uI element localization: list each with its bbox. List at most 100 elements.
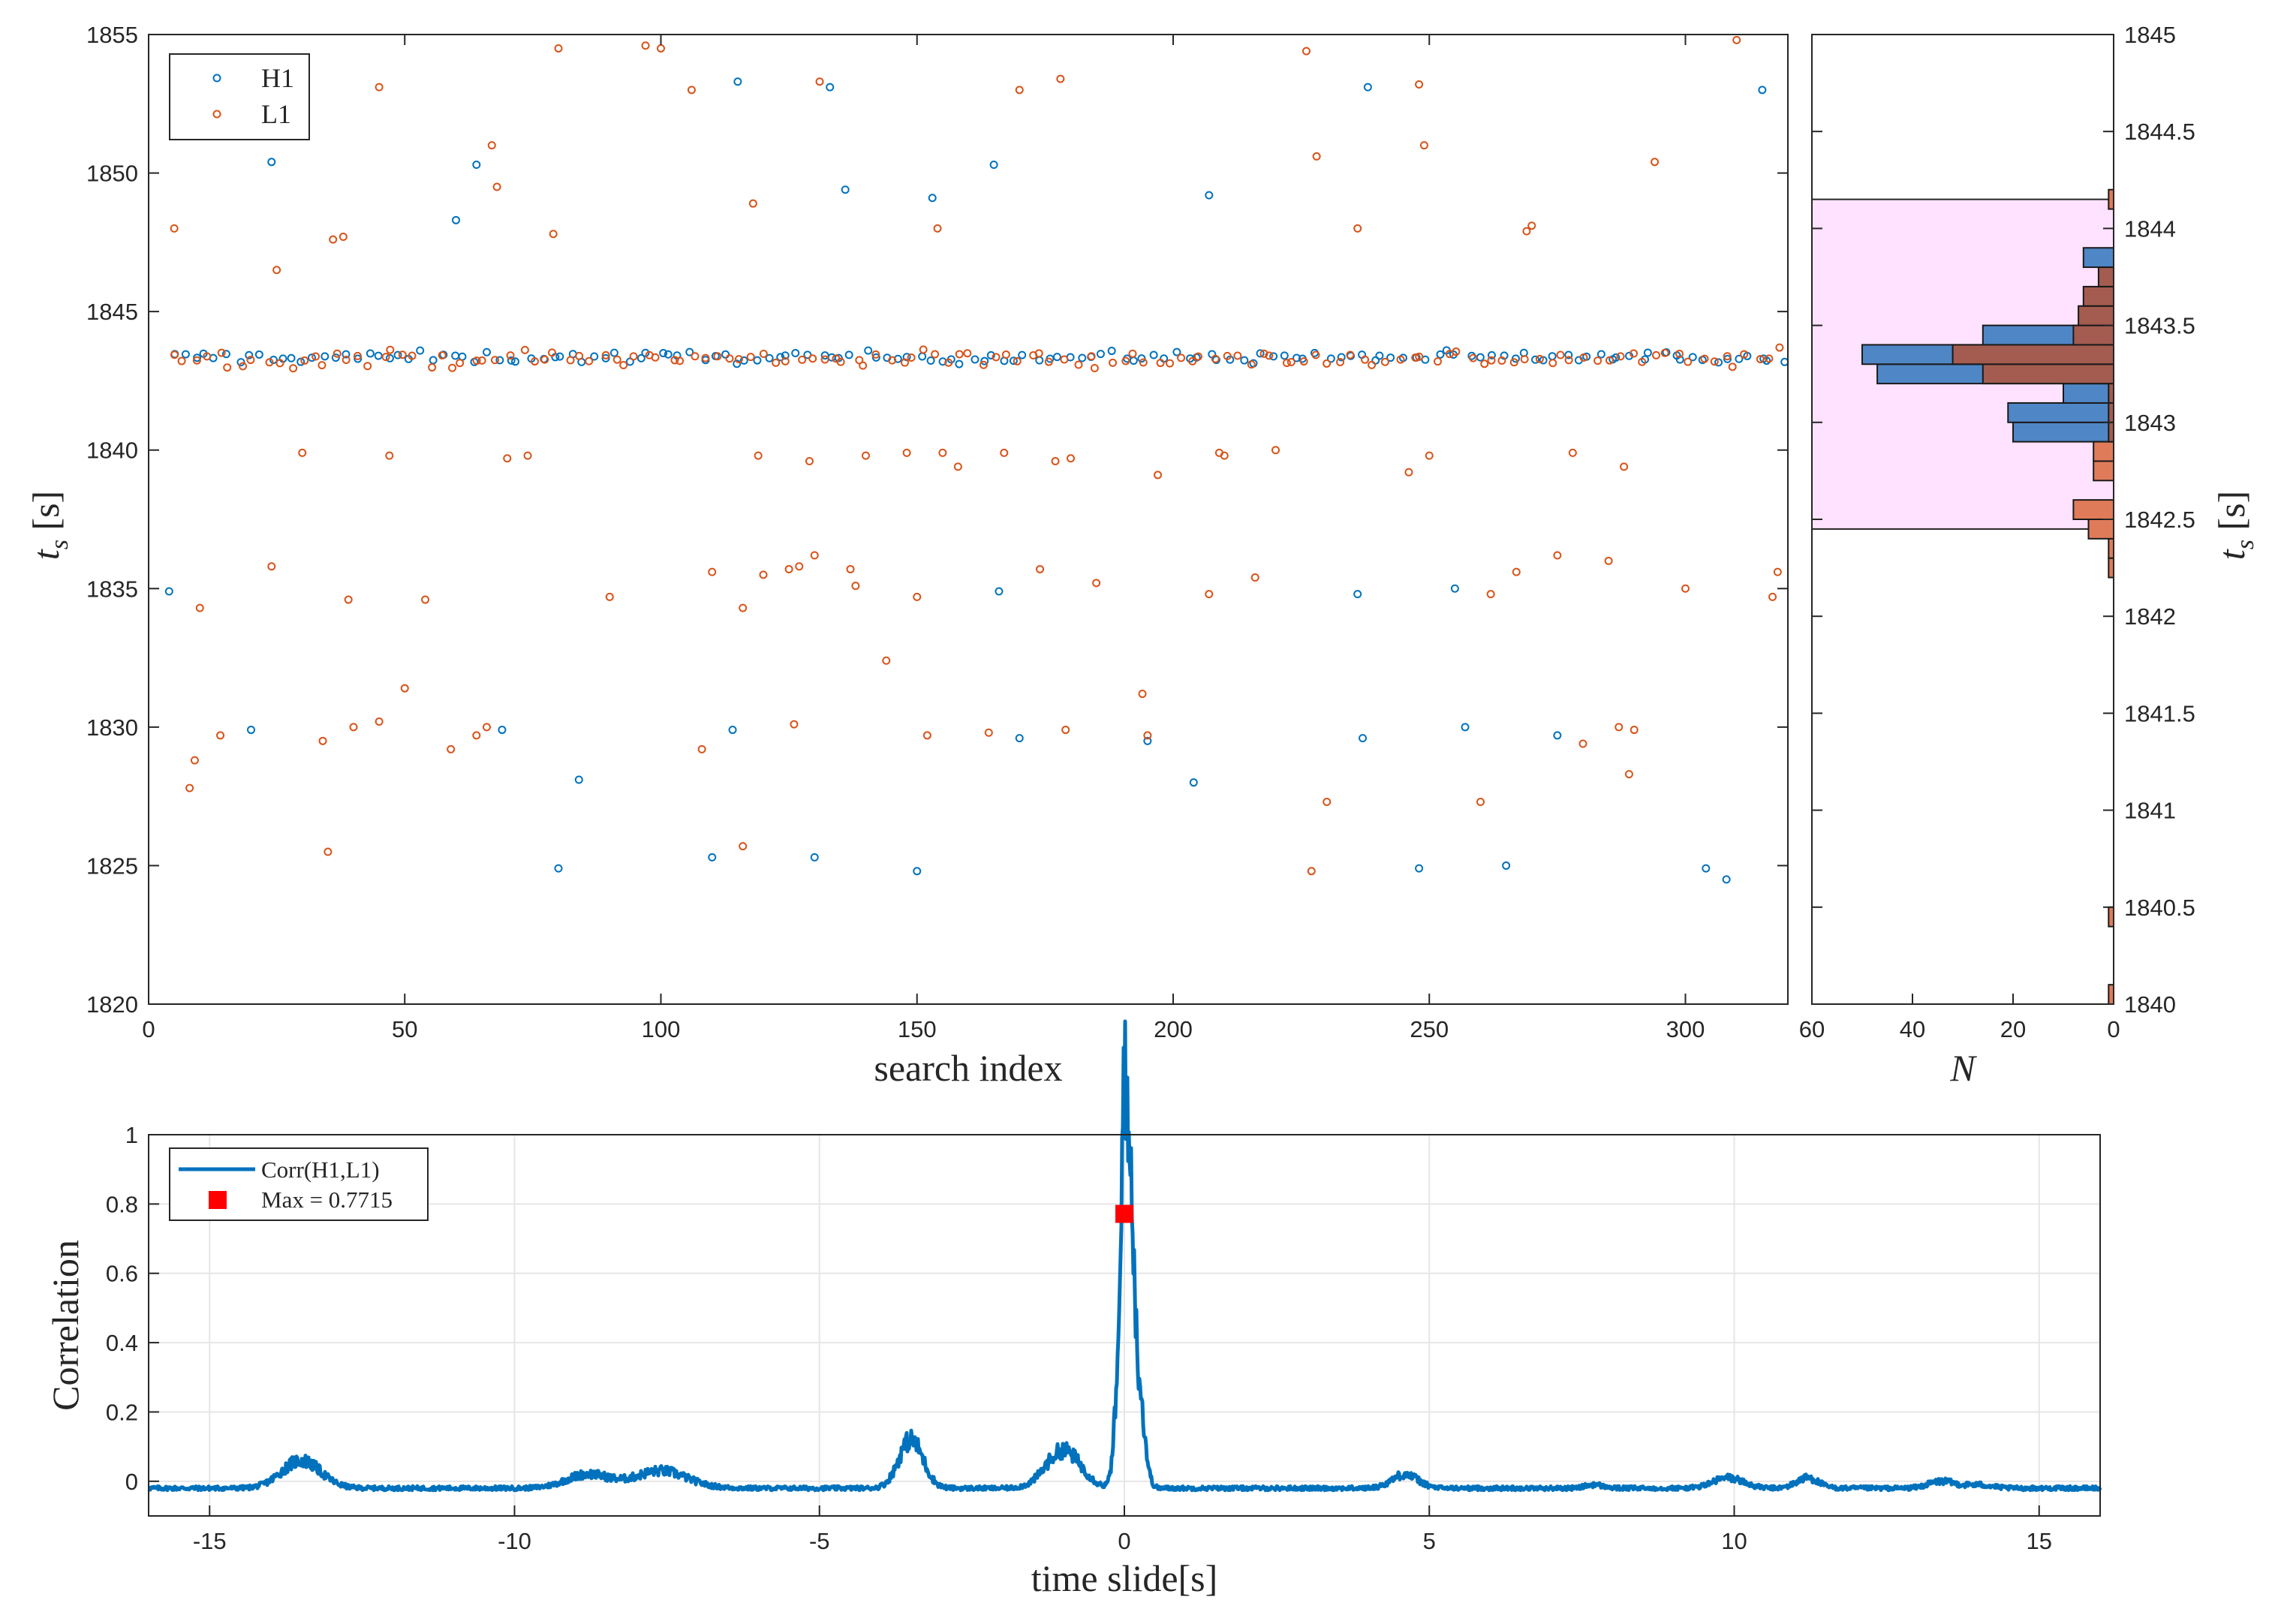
legend-l1-marker-icon (212, 110, 221, 119)
scatter-point-l1 (472, 731, 481, 740)
correlation-y-axis-label: Correlation (44, 1240, 86, 1411)
scatter-point-l1 (447, 744, 456, 753)
scatter-point-l1 (859, 361, 868, 370)
scatter-point-h1 (1240, 356, 1249, 365)
scatter-point-l1 (329, 235, 338, 244)
scatter-point-l1 (1139, 358, 1148, 367)
histogram-bar-l1 (2097, 266, 2114, 287)
scatter-point-h1 (1450, 584, 1459, 593)
scatter-point-l1 (641, 41, 650, 50)
scatter-point-l1 (1223, 351, 1232, 360)
scatter-point-h1 (555, 352, 564, 361)
scatter-point-h1 (236, 358, 245, 367)
scatter-point-h1 (609, 348, 618, 357)
scatter-point-l1 (1087, 352, 1096, 361)
scatter-point-l1 (1286, 358, 1295, 367)
scatter-point-l1 (1312, 152, 1321, 161)
scatter-point-l1 (549, 230, 558, 239)
scatter-point-h1 (1502, 861, 1511, 870)
scatter-point-h1 (926, 356, 935, 365)
scatter-point-h1 (1205, 191, 1214, 200)
histogram-y-tick-label: 1841.5 (2124, 700, 2195, 726)
scatter-point-l1 (855, 356, 864, 365)
histogram-bar-l1 (2087, 519, 2114, 540)
scatter-point-l1 (1469, 353, 1478, 362)
scatter-point-h1 (393, 350, 402, 359)
scatter-point-h1 (1553, 731, 1562, 740)
scatter-point-l1 (311, 352, 320, 361)
scatter-point-l1 (708, 567, 717, 576)
scatter-point-h1 (193, 353, 202, 362)
correlation-y-tick-label: 0.4 (106, 1330, 138, 1356)
histogram-y-tick-label: 1842 (2124, 603, 2176, 630)
histogram-bar-l1 (2072, 324, 2114, 346)
correlation-y-tick-label: 0.2 (106, 1399, 138, 1425)
scatter-point-h1 (1531, 355, 1540, 364)
scatter-point-l1 (217, 348, 226, 357)
scatter-point-h1 (221, 350, 230, 359)
scatter-point-l1 (846, 564, 855, 573)
scatter-point-h1 (765, 353, 774, 362)
scatter-point-h1 (1353, 590, 1362, 599)
scatter-point-l1 (734, 355, 743, 364)
scatter-point-h1 (659, 349, 668, 358)
scatter-point-l1 (342, 356, 351, 365)
scatter-point-l1 (1346, 350, 1355, 359)
scatter-point-l1 (566, 356, 575, 365)
scatter-point-h1 (826, 83, 835, 92)
scatter-point-l1 (1732, 35, 1741, 44)
scatter-plot-area (149, 35, 1788, 1004)
histogram-bar-l1 (2108, 383, 2115, 404)
scatter-point-l1 (1522, 227, 1531, 236)
histogram-bar-h1 (2063, 383, 2114, 404)
scatter-point-l1 (933, 224, 942, 233)
scatter-point-h1 (320, 352, 330, 361)
scatter-point-l1 (421, 595, 430, 604)
scatter-point-h1 (507, 356, 516, 365)
scatter-point-l1 (1211, 354, 1220, 363)
correlation-x-tick-label: 15 (2027, 1528, 2052, 1554)
scatter-point-l1 (1121, 356, 1130, 365)
histogram-bar-h1 (2012, 421, 2114, 443)
correlation-x-tick-label: 10 (1721, 1528, 1747, 1554)
scatter-point-h1 (385, 353, 394, 362)
scatter-point-l1 (1368, 360, 1377, 369)
scatter-x-axis-label: search index (874, 1047, 1062, 1089)
scatter-point-l1 (1311, 350, 1320, 359)
scatter-point-h1 (601, 353, 610, 362)
scatter-point-l1 (810, 551, 819, 560)
scatter-point-l1 (1630, 349, 1639, 358)
scatter-point-h1 (776, 353, 785, 362)
scatter-point-h1 (636, 353, 645, 362)
scatter-point-l1 (1684, 357, 1693, 366)
scatter-point-l1 (1051, 456, 1060, 465)
scatter-point-l1 (746, 353, 755, 362)
scatter-point-l1 (1090, 364, 1099, 373)
scatter-point-h1 (245, 350, 254, 359)
scatter-point-l1 (1710, 357, 1719, 366)
scatter-point-l1 (323, 847, 333, 856)
histogram-bar-l1 (2093, 460, 2114, 482)
scatter-point-l1 (1768, 592, 1777, 601)
correlation-x-axis-label: time slide[s] (1031, 1557, 1218, 1599)
scatter-point-h1 (864, 346, 873, 355)
scatter-point-l1 (1056, 74, 1065, 83)
legend-h1-marker-icon (212, 74, 221, 83)
scatter-point-h1 (980, 356, 989, 365)
scatter-point-l1 (1177, 353, 1186, 362)
scatter-point-h1 (1211, 356, 1220, 365)
scatter-point-h1 (472, 160, 481, 169)
scatter-point-l1 (490, 356, 499, 365)
scatter-point-l1 (1553, 551, 1562, 560)
scatter-point-l1 (317, 361, 327, 370)
histogram-y-tick-label: 1842.5 (2124, 507, 2195, 533)
scatter-point-l1 (386, 345, 395, 354)
scatter-point-l1 (805, 456, 814, 465)
scatter-point-l1 (185, 783, 194, 792)
scatter-point-l1 (871, 350, 880, 359)
scatter-point-h1 (733, 359, 742, 368)
correlation-panel: -15 -10 -5 0 5 10 15 0 0.2 0.4 0.6 0.8 1 time slide… (44, 1019, 2102, 1599)
scatter-point-l1 (349, 723, 358, 732)
scatter-point-l1 (781, 356, 790, 365)
scatter-point-h1 (986, 350, 995, 359)
